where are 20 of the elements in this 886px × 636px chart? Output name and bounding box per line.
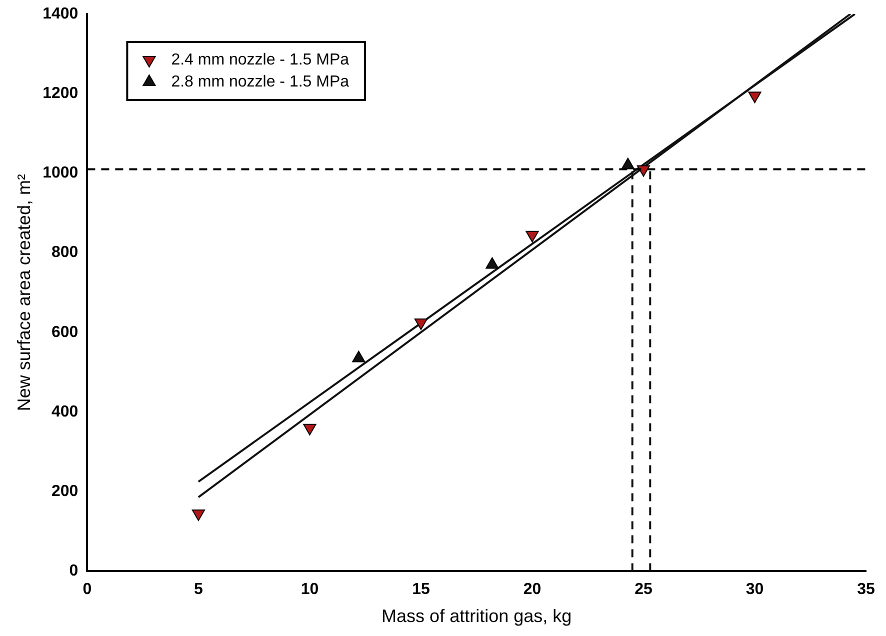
x-tick-label: 20 [523, 581, 542, 598]
x-tick-label: 35 [857, 581, 875, 598]
y-tick-label: 1000 [42, 164, 78, 182]
x-tick-label: 30 [746, 581, 764, 598]
y-tick-label: 0 [69, 562, 78, 580]
x-tick-label: 15 [412, 581, 430, 598]
x-tick-label: 25 [634, 581, 652, 598]
y-tick-label: 1400 [42, 5, 78, 22]
x-tick-label: 5 [194, 581, 203, 598]
legend-label: 2.4 mm nozzle - 1.5 MPa [171, 51, 350, 68]
y-tick-label: 200 [51, 483, 78, 500]
legend-label: 2.8 mm nozzle - 1.5 MPa [171, 73, 350, 90]
x-tick-label: 10 [300, 581, 319, 598]
x-tick-label: 0 [82, 581, 92, 598]
y-tick-label: 800 [51, 244, 78, 262]
y-tick-label: 400 [51, 403, 78, 420]
y-tick-label: 1200 [42, 85, 78, 102]
y-tick-label: 600 [51, 324, 78, 341]
y-axis-title: New surface area created, m² [14, 174, 34, 412]
x-axis-title: Mass of attrition gas, kg [382, 606, 572, 626]
